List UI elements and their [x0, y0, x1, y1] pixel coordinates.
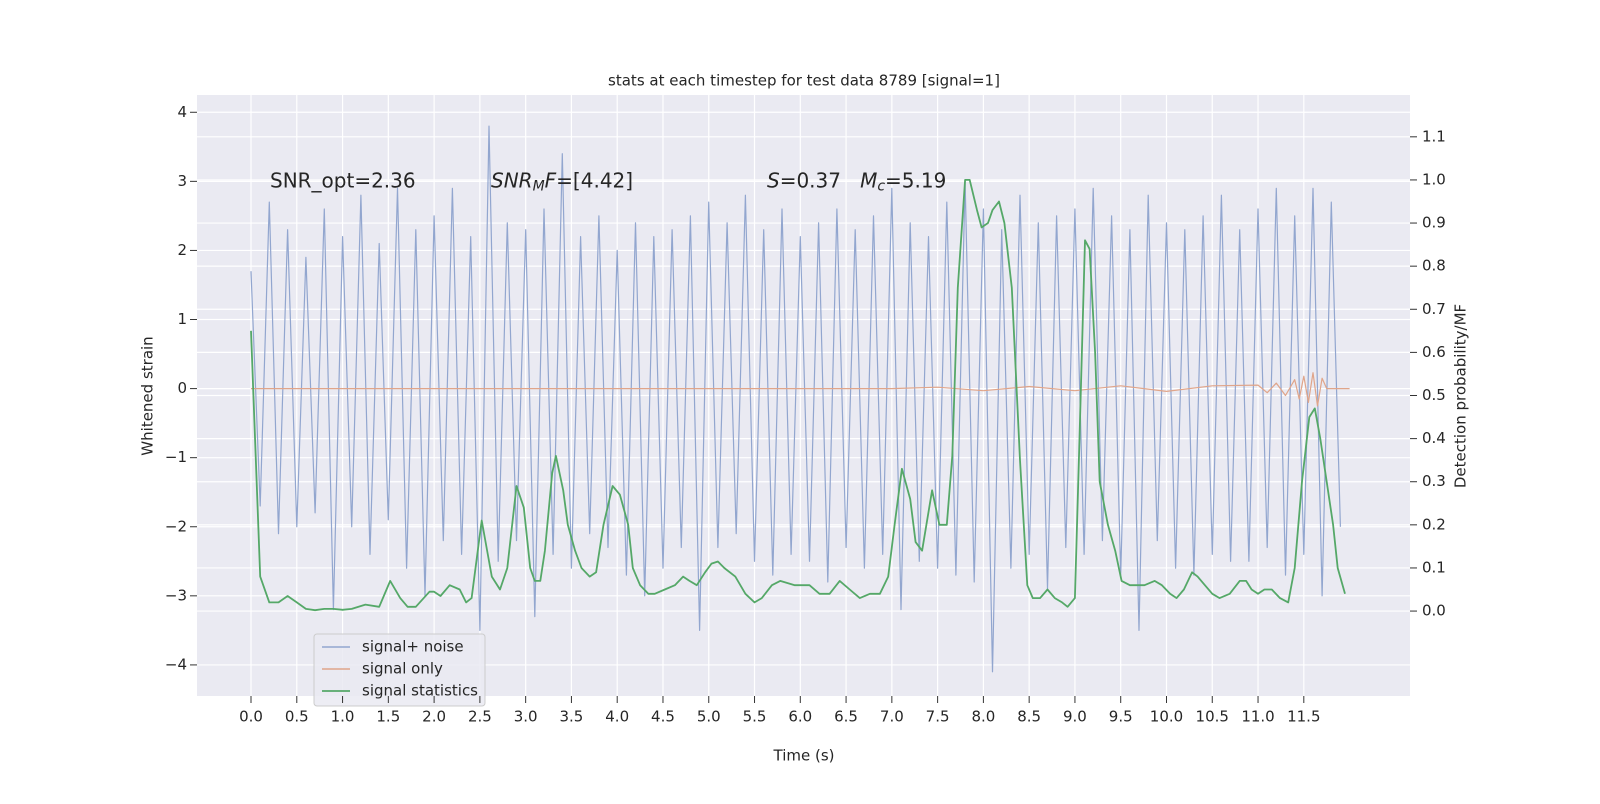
- annotation-part: M: [860, 168, 877, 192]
- y-tick-label: 0: [177, 379, 187, 397]
- annotation-part: c: [877, 178, 885, 194]
- annotation-part: SNR_opt=2.36: [270, 168, 416, 192]
- annotation-part: =0.37: [780, 168, 860, 192]
- x-tick-label: 9.5: [1109, 708, 1133, 726]
- annotation: SNRMF=[4.42]: [491, 168, 633, 195]
- y2-tick-label: 0.7: [1422, 300, 1446, 318]
- x-tick-label: 4.5: [651, 708, 675, 726]
- x-tick-label: 7.5: [926, 708, 950, 726]
- x-tick-label: 8.0: [971, 708, 995, 726]
- legend: signal+ noise signal only signal statistic…: [313, 633, 486, 707]
- y2-tick-label: 0.9: [1422, 214, 1446, 232]
- x-tick-label: 0.0: [239, 708, 263, 726]
- y-tick-label: −4: [165, 655, 187, 673]
- y2-tick-label: 0.8: [1422, 257, 1446, 275]
- x-tick-label: 10.5: [1196, 708, 1229, 726]
- y2-tick-label: 1.0: [1422, 170, 1446, 188]
- annotation-part: SNR: [491, 168, 533, 192]
- x-tick-label: 0.5: [285, 708, 309, 726]
- x-tick-label: 2.5: [468, 708, 492, 726]
- y2-tick-label: 0.5: [1422, 386, 1446, 404]
- x-tick-label: 1.0: [331, 708, 355, 726]
- x-tick-label: 7.0: [880, 708, 904, 726]
- annotation-part: M: [533, 178, 545, 194]
- y2-tick-label: 0.1: [1422, 558, 1446, 576]
- annotation-part: S: [767, 168, 780, 192]
- legend-box: [313, 633, 486, 707]
- x-tick-label: 3.0: [514, 708, 538, 726]
- annotation-part: =5.19: [885, 168, 946, 192]
- y2-tick-label: 0.6: [1422, 343, 1446, 361]
- annotation: SNR_opt=2.36: [270, 168, 416, 192]
- y-axis-label: Whitened strain: [139, 336, 157, 455]
- annotation-part: F: [545, 168, 557, 192]
- chart-title: stats at each timestep for test data 878…: [608, 72, 1000, 90]
- annotation-part: =[4.42]: [556, 168, 633, 192]
- x-tick-label: 3.5: [559, 708, 583, 726]
- annotations: SNR_opt=2.36 SNRMF=[4.42] S=0.37 Mc=5.19: [270, 168, 946, 195]
- series-line: [250, 179, 1346, 612]
- y-tick-label: 3: [177, 172, 187, 190]
- x-tick-label: 11.5: [1287, 708, 1320, 726]
- x-tick-label: 8.5: [1017, 708, 1041, 726]
- y-tick-label: 2: [177, 241, 187, 259]
- lines: [250, 125, 1350, 673]
- y2-tick-label: 0.2: [1422, 515, 1446, 533]
- x-tick-label: 4.0: [605, 708, 629, 726]
- series-line: [250, 125, 1341, 673]
- x-tick-label: 5.5: [743, 708, 767, 726]
- annotation: S=0.37 Mc=5.19: [767, 168, 946, 195]
- y2-tick-label: 1.1: [1422, 127, 1446, 145]
- series-line: [251, 372, 1350, 407]
- legend-label: signal only: [362, 660, 443, 678]
- x-tick-label: 5.0: [697, 708, 721, 726]
- legend-label: signal statistics: [362, 682, 478, 700]
- x-tick-label: 1.5: [376, 708, 400, 726]
- y2-axis-label: Detection probability/MF: [1452, 304, 1470, 488]
- y-tick-label: 4: [177, 103, 187, 121]
- y-tick-label: −1: [165, 448, 187, 466]
- x-axis-label: Time (s): [773, 747, 835, 765]
- y-tick-label: −2: [165, 517, 187, 535]
- x-tick-label: 6.0: [788, 708, 812, 726]
- x-tick-label: 6.5: [834, 708, 858, 726]
- grid: [197, 95, 1410, 696]
- x-tick-label: 9.0: [1063, 708, 1087, 726]
- x-tick-label: 2.0: [422, 708, 446, 726]
- y2-tick-label: 0.4: [1422, 429, 1446, 447]
- y-tick-label: −3: [165, 586, 187, 604]
- x-tick-label: 11.0: [1241, 708, 1274, 726]
- y2-tick-label: 0.3: [1422, 472, 1446, 490]
- y2-tick-label: 0.0: [1422, 602, 1446, 620]
- x-tick-label: 10.0: [1150, 708, 1183, 726]
- legend-label: signal+ noise: [362, 638, 464, 656]
- y-tick-label: 1: [177, 310, 187, 328]
